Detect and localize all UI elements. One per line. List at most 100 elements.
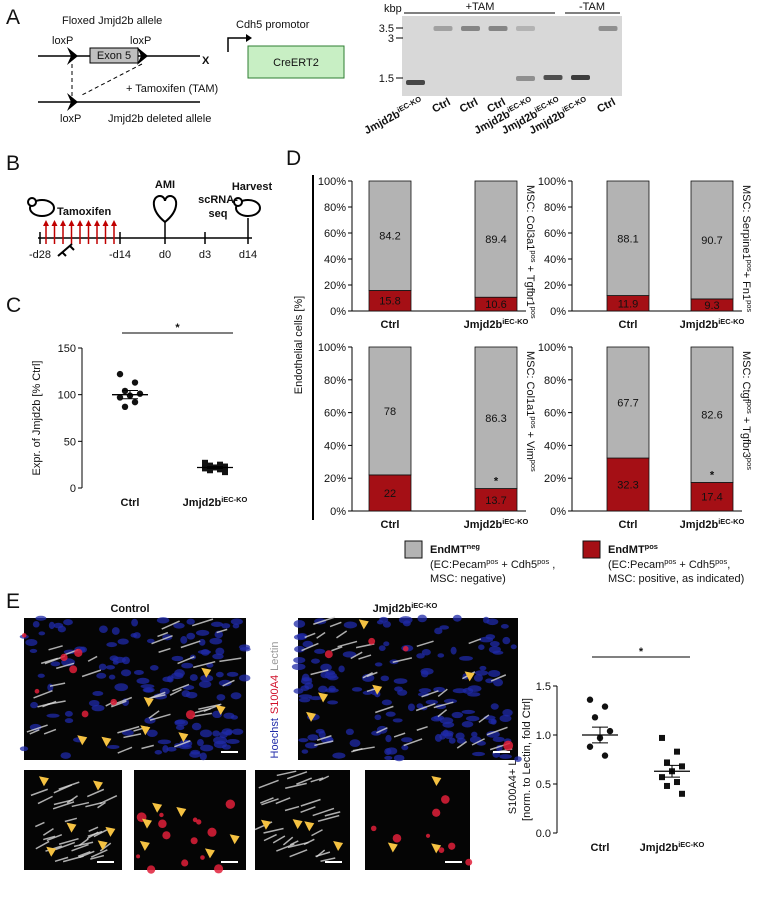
nucleus xyxy=(136,677,150,685)
superscript: pos xyxy=(715,557,727,566)
lectin-signal xyxy=(48,645,63,651)
legend-text: MSC: positive, as indicated) xyxy=(608,573,744,585)
x-tick-label: Jmjd2biEC-KO xyxy=(464,517,529,531)
y-tick-label: 1.0 xyxy=(536,730,551,742)
y-axis-label: Endothelial cells [%] xyxy=(293,296,305,394)
nucleus xyxy=(238,644,251,651)
nucleus xyxy=(384,748,392,756)
marker-label: 3 xyxy=(388,33,394,45)
legend-label: EndMTneg xyxy=(430,542,480,556)
arrowhead xyxy=(387,842,398,853)
bar-segment xyxy=(368,180,412,291)
lectin-signal xyxy=(318,775,330,782)
legend-swatch xyxy=(404,540,423,559)
lectin-signal xyxy=(64,817,78,823)
nucleus xyxy=(105,665,116,670)
nucleus xyxy=(121,656,130,665)
nucleus xyxy=(30,701,38,709)
nucleus xyxy=(186,618,195,625)
lectin-signal xyxy=(289,840,299,846)
nucleus xyxy=(385,734,392,743)
nucleus xyxy=(302,640,314,648)
gel-band xyxy=(543,75,563,80)
data-label: 11.9 xyxy=(618,298,639,310)
data-point xyxy=(207,462,213,469)
lectin-signal xyxy=(300,798,321,807)
text-part: Jmjd2b xyxy=(464,519,503,531)
nucleus xyxy=(465,715,480,722)
y-tick-label: 100% xyxy=(538,176,566,188)
nucleus xyxy=(307,734,319,741)
lectin-signal xyxy=(486,726,508,736)
superscript: pos xyxy=(486,557,498,566)
nucleus xyxy=(510,644,517,650)
nucleus xyxy=(50,661,61,667)
nucleus xyxy=(499,714,512,723)
promoter-label: Cdh5 promotor xyxy=(236,19,310,31)
s100a4-signal xyxy=(432,808,441,817)
nucleus xyxy=(490,718,497,725)
nucleus xyxy=(186,632,196,640)
lectin-signal xyxy=(37,702,52,708)
nucleus xyxy=(291,663,306,671)
nucleus xyxy=(48,621,55,630)
s100a4-signal xyxy=(69,665,78,674)
y-tick-label: 20% xyxy=(544,473,566,485)
gel-band xyxy=(516,76,535,81)
nucleus xyxy=(351,687,363,692)
arrowhead xyxy=(318,692,329,703)
text-part: Ctrl xyxy=(591,842,610,854)
arrowhead xyxy=(292,819,303,830)
tamoxifen-arrow xyxy=(60,220,66,226)
data-point xyxy=(131,398,139,406)
nucleus xyxy=(320,671,331,679)
s100a4-signal xyxy=(207,827,217,837)
nucleus xyxy=(382,621,392,628)
text-part: + Tgfbr3 xyxy=(740,414,752,458)
loxp-site xyxy=(137,47,148,65)
arrow-head xyxy=(246,34,252,42)
lectin-signal xyxy=(216,628,228,634)
data-label: 22 xyxy=(384,488,396,500)
bar-segment xyxy=(368,346,412,476)
tamoxifen-arrow xyxy=(102,220,109,226)
x-tick-label: Jmjd2biEC-KO xyxy=(640,840,705,854)
nucleus xyxy=(216,694,226,701)
nucleus xyxy=(301,677,313,682)
nucleus xyxy=(502,636,511,645)
lectin-signal xyxy=(324,811,341,817)
lectin-signal xyxy=(49,682,66,687)
nucleus xyxy=(461,709,476,715)
text-part: (EC:Pecam xyxy=(430,559,486,571)
nucleus xyxy=(111,627,120,635)
nucleus xyxy=(200,674,214,682)
nucleus xyxy=(345,728,354,736)
nucleus xyxy=(374,662,383,667)
stain-name: Hoechst xyxy=(269,718,281,758)
x-tick-label: Ctrl xyxy=(121,497,140,509)
lectin-signal xyxy=(276,843,295,852)
event-label: scRNA- xyxy=(198,194,238,206)
y-tick-label: 20% xyxy=(324,280,346,292)
lectin-signal xyxy=(415,702,436,712)
lectin-signal xyxy=(53,784,73,794)
lectin-signal xyxy=(81,669,102,678)
syringe-icon xyxy=(57,243,75,257)
superscript: neg xyxy=(467,542,481,551)
tamoxifen-arrow xyxy=(51,220,58,226)
text-part: + Cdh5 xyxy=(676,559,715,571)
text-part: MSC: Ctgf xyxy=(740,351,752,403)
nucleus xyxy=(311,658,320,664)
y-tick-label: 40% xyxy=(544,254,566,266)
nucleus xyxy=(452,614,462,622)
tamoxifen-arrow xyxy=(77,220,83,226)
nucleus xyxy=(434,627,443,635)
lectin-signal xyxy=(52,801,75,810)
nucleus xyxy=(112,660,119,665)
nucleus xyxy=(500,624,509,629)
arrowhead xyxy=(178,732,189,743)
marker-label: 3.5 xyxy=(379,23,394,35)
data-point xyxy=(586,743,594,750)
gel-band xyxy=(571,75,590,80)
y-tick-label: 40% xyxy=(324,440,346,452)
